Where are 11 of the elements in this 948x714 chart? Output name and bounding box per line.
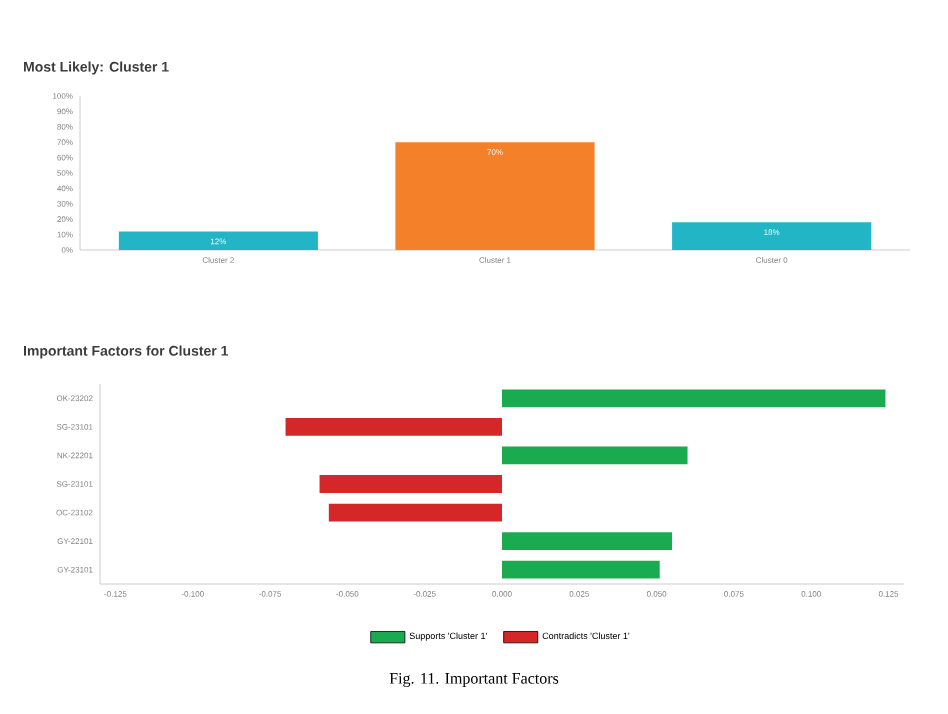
bar (319, 475, 502, 493)
bar (118, 231, 318, 250)
bar (328, 503, 502, 522)
caption: Fig. 11. Important Factors (389, 672, 559, 688)
bar (285, 417, 502, 436)
bar (672, 222, 872, 250)
bar (502, 560, 660, 579)
bar (395, 142, 595, 250)
bar (502, 389, 886, 408)
bar (502, 532, 673, 551)
bar (502, 446, 688, 465)
